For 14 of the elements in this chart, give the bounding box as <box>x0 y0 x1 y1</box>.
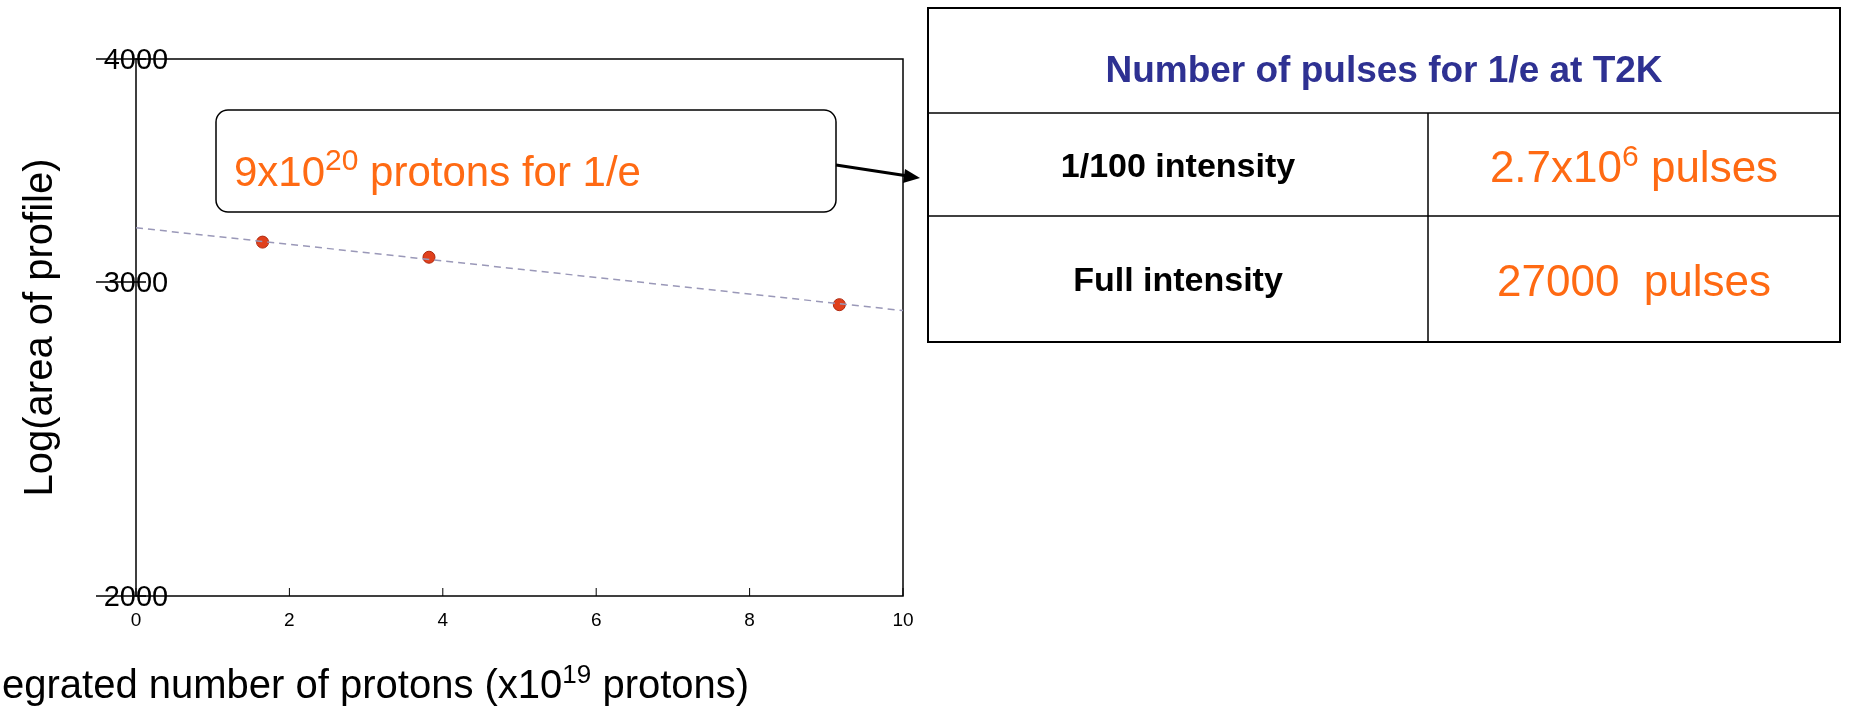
x-tick-label: 8 <box>744 609 755 630</box>
x-tick-label: 0 <box>130 609 142 630</box>
x-axis-title: egrated number of protons (x10$^{19}$ protons) <box>2 659 750 706</box>
text: 27000 pulses <box>1497 256 1771 305</box>
y-axis-title: Log(area of profile) <box>16 158 60 497</box>
text: Number of pulses for 1/e at T2K <box>1105 49 1663 90</box>
x-tick-label: 6 <box>590 609 602 630</box>
annotation: 9x10$^{20}$ protons for 1/e <box>234 142 641 195</box>
text: 1/100 intensity <box>1060 145 1296 184</box>
text: 2.7x10$^{6}$ pulses <box>1489 138 1779 191</box>
x-tick-label: 4 <box>437 609 449 630</box>
x-tick-label: 10 <box>892 609 914 630</box>
text: Full intensity <box>1073 260 1283 298</box>
x-tick-label: 2 <box>284 609 295 630</box>
